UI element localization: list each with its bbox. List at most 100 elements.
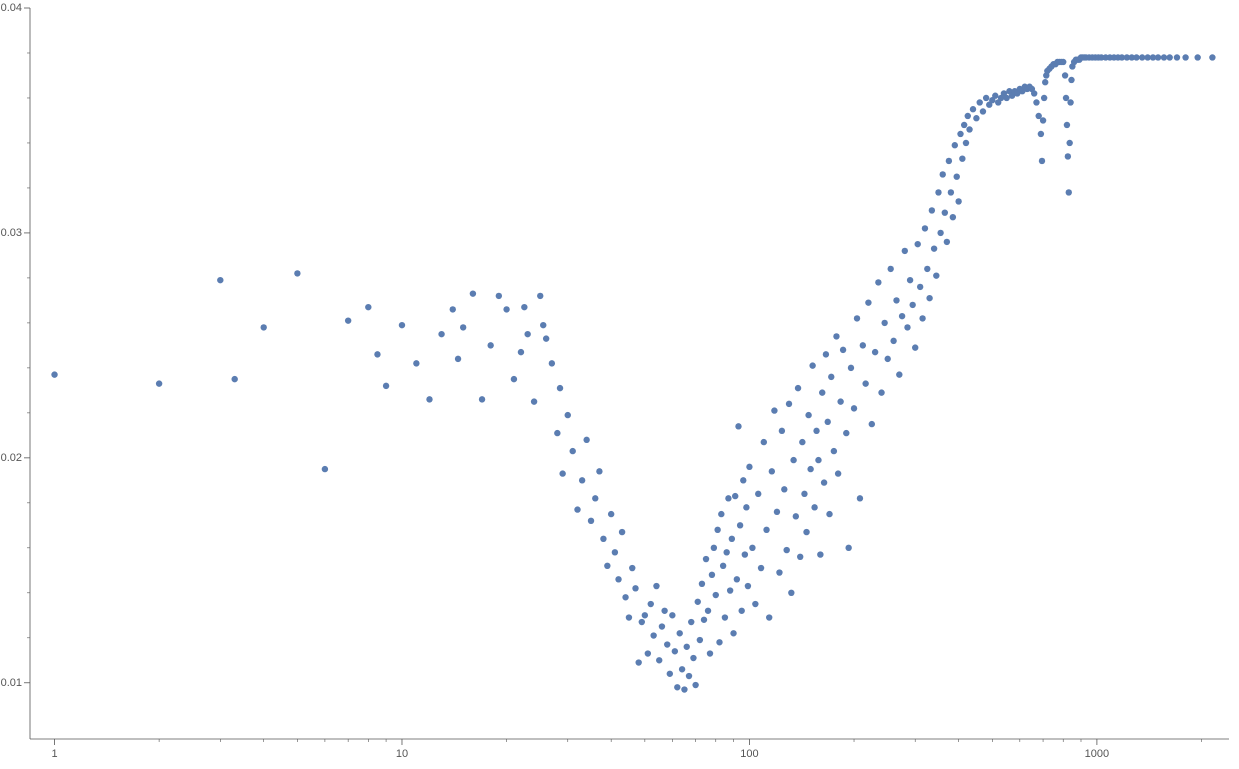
data-point xyxy=(922,225,928,231)
data-point xyxy=(540,322,546,328)
data-point xyxy=(779,428,785,434)
y-tick-label: 0.04 xyxy=(1,2,22,14)
data-point xyxy=(543,335,549,341)
data-point xyxy=(707,650,713,656)
data-point xyxy=(699,581,705,587)
data-point xyxy=(807,466,813,472)
data-point xyxy=(692,682,698,688)
data-point xyxy=(940,171,946,177)
y-tick-label: 0.03 xyxy=(1,227,22,239)
data-point xyxy=(642,612,648,618)
data-point xyxy=(686,673,692,679)
data-point xyxy=(848,365,854,371)
data-point xyxy=(521,304,527,310)
data-point xyxy=(496,293,502,299)
data-point xyxy=(950,214,956,220)
data-point xyxy=(518,349,524,355)
data-point xyxy=(588,518,594,524)
data-point xyxy=(872,349,878,355)
data-point xyxy=(365,304,371,310)
data-point xyxy=(992,93,998,99)
data-point xyxy=(645,650,651,656)
data-point xyxy=(776,569,782,575)
data-point xyxy=(821,479,827,485)
data-point xyxy=(737,522,743,528)
data-point xyxy=(1031,90,1037,96)
plot-background xyxy=(0,0,1239,769)
data-point xyxy=(1065,153,1071,159)
scatter-plot-svg: 11010010000.010.020.030.04 xyxy=(0,0,1239,769)
data-point xyxy=(758,565,764,571)
data-point xyxy=(1060,59,1066,65)
data-point xyxy=(944,239,950,245)
x-tick-label: 1 xyxy=(51,748,57,760)
data-point xyxy=(837,398,843,404)
data-point xyxy=(854,315,860,321)
data-point xyxy=(817,551,823,557)
data-point xyxy=(732,493,738,499)
data-point xyxy=(574,506,580,512)
data-point xyxy=(917,284,923,290)
data-point xyxy=(973,115,979,121)
data-point xyxy=(809,362,815,368)
data-point xyxy=(893,297,899,303)
data-point xyxy=(503,306,509,312)
data-point xyxy=(596,468,602,474)
data-point xyxy=(929,207,935,213)
data-point xyxy=(156,380,162,386)
data-point xyxy=(887,266,893,272)
data-point xyxy=(1161,54,1167,60)
data-point xyxy=(961,122,967,128)
data-point xyxy=(722,614,728,620)
data-point xyxy=(788,590,794,596)
data-point xyxy=(426,396,432,402)
data-point xyxy=(862,380,868,386)
data-point xyxy=(679,666,685,672)
data-point xyxy=(374,351,380,357)
data-point xyxy=(549,360,555,366)
data-point xyxy=(723,549,729,555)
data-point xyxy=(907,277,913,283)
data-point xyxy=(926,295,932,301)
data-point xyxy=(711,545,717,551)
data-point xyxy=(1068,77,1074,83)
data-point xyxy=(720,563,726,569)
data-point xyxy=(727,587,733,593)
data-point xyxy=(1139,54,1145,60)
data-point xyxy=(470,290,476,296)
data-point xyxy=(1040,117,1046,123)
data-point xyxy=(875,279,881,285)
data-point xyxy=(857,495,863,501)
data-point xyxy=(755,491,761,497)
data-point xyxy=(718,511,724,517)
data-point xyxy=(1174,54,1180,60)
data-point xyxy=(438,331,444,337)
data-point xyxy=(537,293,543,299)
data-point xyxy=(688,619,694,625)
data-point xyxy=(965,113,971,119)
data-point xyxy=(738,608,744,614)
y-tick-label: 0.02 xyxy=(1,452,22,464)
data-point xyxy=(635,659,641,665)
data-point xyxy=(697,637,703,643)
data-point xyxy=(600,536,606,542)
data-point xyxy=(835,470,841,476)
data-point xyxy=(966,126,972,132)
data-point xyxy=(629,565,635,571)
data-point xyxy=(963,140,969,146)
data-point xyxy=(805,412,811,418)
data-point xyxy=(869,421,875,427)
data-point xyxy=(746,464,752,470)
data-point xyxy=(570,448,576,454)
data-point xyxy=(559,470,565,476)
data-point xyxy=(639,619,645,625)
data-point xyxy=(952,142,958,148)
data-point xyxy=(524,331,530,337)
data-point xyxy=(261,324,267,330)
data-point xyxy=(826,511,832,517)
data-point xyxy=(1066,189,1072,195)
data-point xyxy=(487,342,493,348)
data-point xyxy=(1182,54,1188,60)
data-point xyxy=(819,389,825,395)
data-point xyxy=(294,270,300,276)
